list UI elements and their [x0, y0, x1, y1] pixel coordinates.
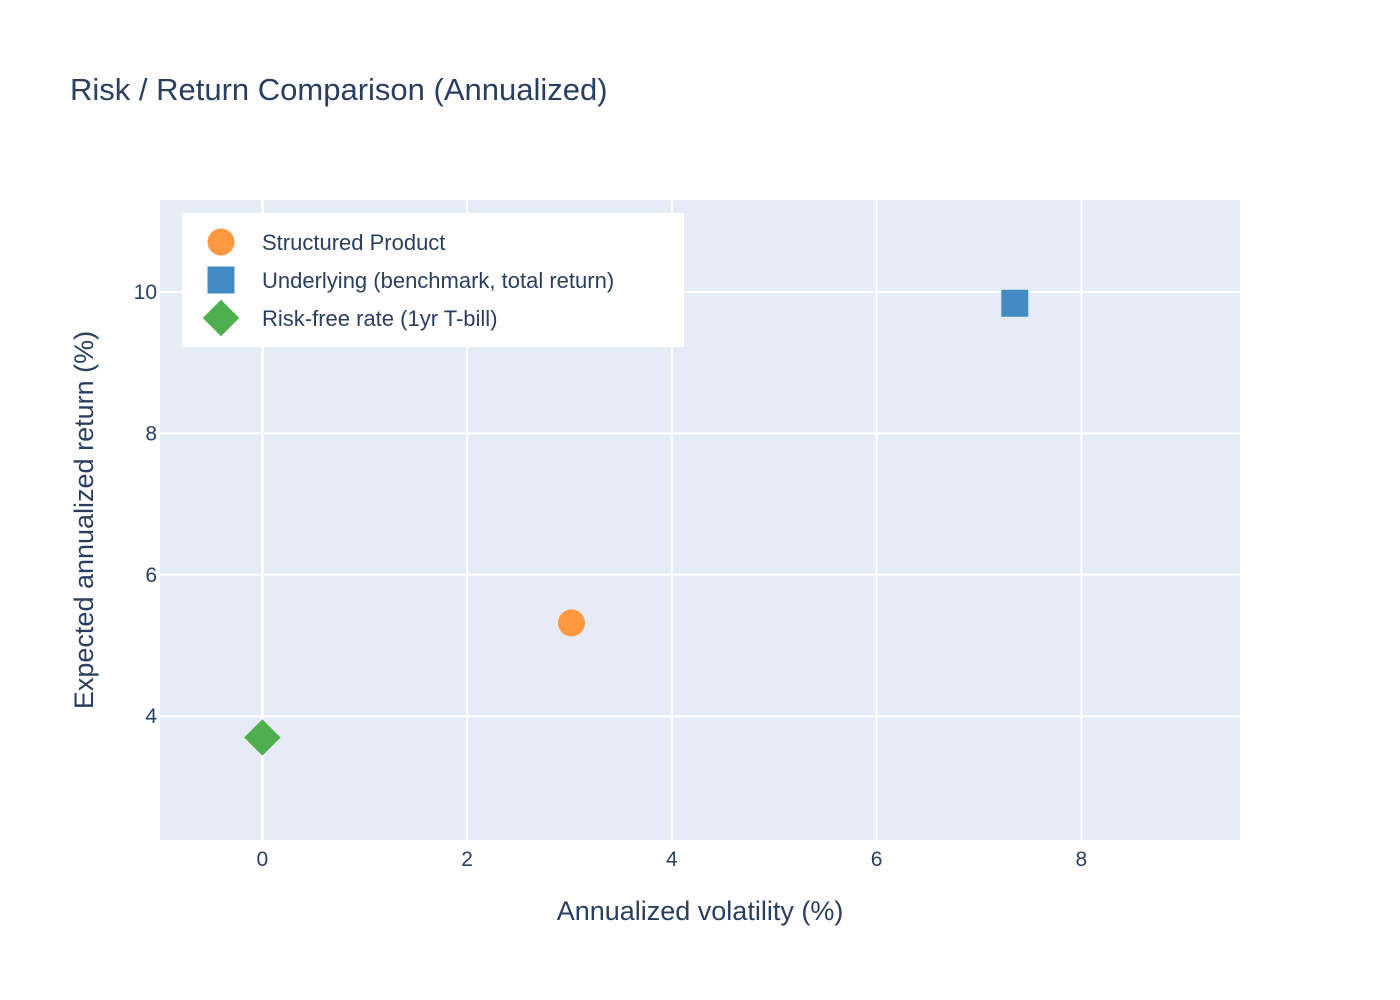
- legend-background: [182, 213, 684, 347]
- data-point-diamond[interactable]: [244, 719, 281, 756]
- legend-label: Risk-free rate (1yr T-bill): [262, 306, 498, 331]
- x-tick-label: 6: [871, 848, 883, 871]
- legend-symbol-circle[interactable]: [207, 228, 235, 256]
- y-tick-label: 6: [145, 564, 157, 587]
- y-tick-label: 10: [134, 281, 157, 304]
- legend-item[interactable]: Risk-free rate (1yr T-bill): [202, 299, 498, 337]
- x-tick-label: 8: [1075, 848, 1087, 871]
- legend-label: Underlying (benchmark, total return): [262, 268, 614, 293]
- legend-symbol-diamond[interactable]: [202, 299, 240, 337]
- data-points: [244, 289, 1029, 756]
- data-point-square[interactable]: [1001, 289, 1029, 317]
- y-tick-label: 8: [145, 422, 157, 445]
- x-tick-label: 2: [461, 848, 473, 871]
- y-tick-label: 4: [145, 705, 157, 728]
- y-axis-title: Expected annualized return (%): [69, 331, 99, 709]
- x-tick-label: 0: [257, 848, 269, 871]
- tick-labels: 0 2 4 6 8 4 6 8 10: [134, 281, 1088, 871]
- legend-symbol-square[interactable]: [207, 266, 235, 294]
- legend-item[interactable]: Underlying (benchmark, total return): [207, 266, 615, 294]
- data-point-circle[interactable]: [558, 609, 586, 637]
- legend[interactable]: Structured Product Underlying (benchmark,…: [182, 213, 684, 347]
- x-tick-label: 4: [666, 848, 678, 871]
- x-axis-title: Annualized volatility (%): [557, 896, 844, 926]
- legend-item[interactable]: Structured Product: [207, 228, 446, 256]
- legend-label: Structured Product: [262, 230, 445, 255]
- chart-title: Risk / Return Comparison (Annualized): [70, 72, 608, 107]
